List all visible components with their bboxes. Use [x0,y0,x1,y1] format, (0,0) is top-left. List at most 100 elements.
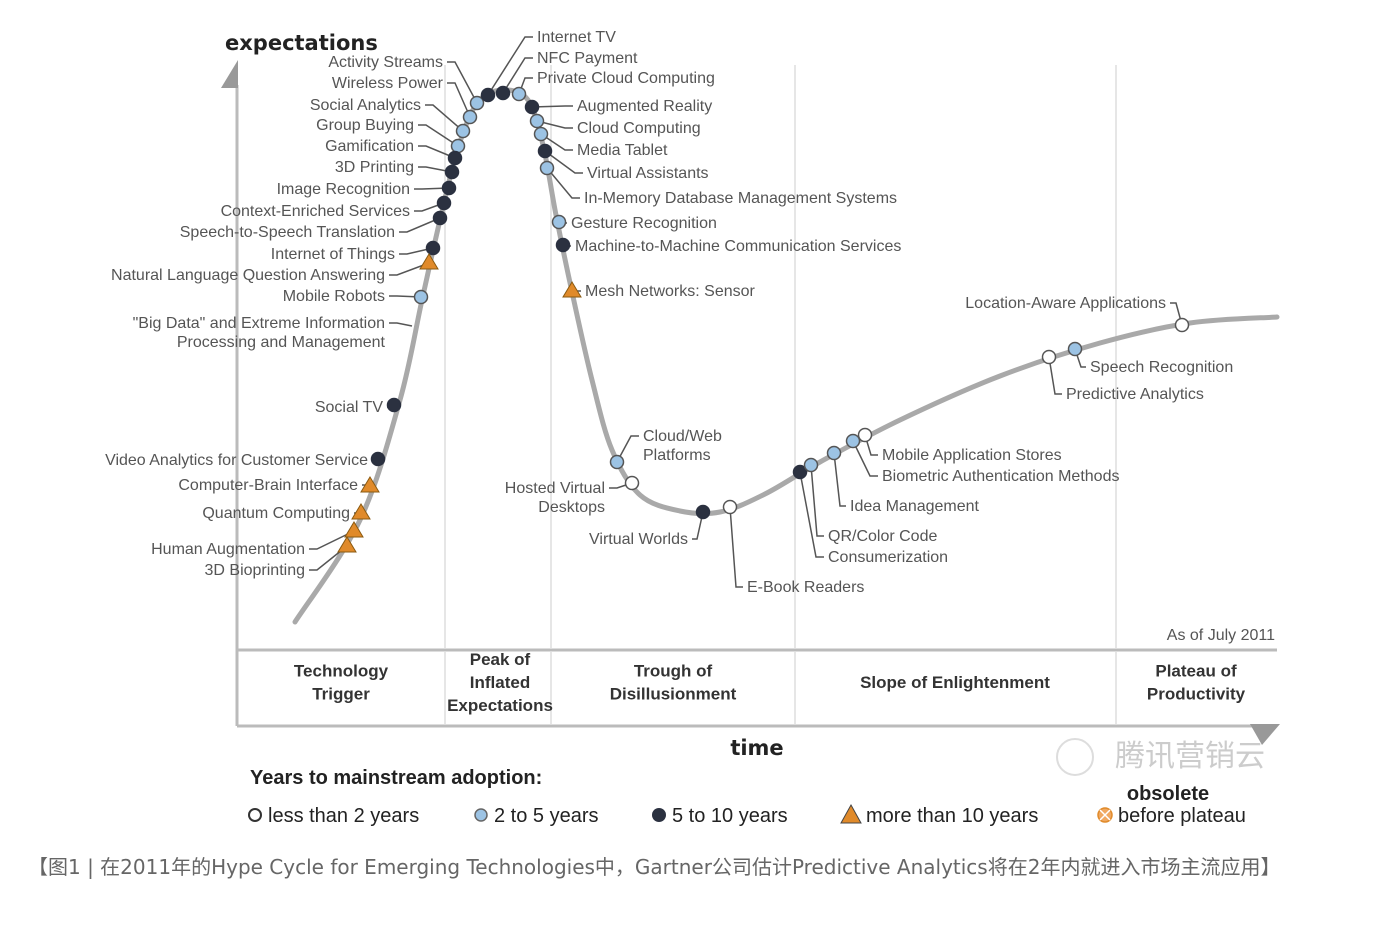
leader-line [1048,356,1062,395]
technology-label: In-Memory Database Management Systems [584,190,897,207]
technology-label: Activity Streams [328,54,443,71]
leader-line [544,150,583,174]
technology-label: Virtual Worlds [589,531,688,548]
technology-item: Speech Recognition [1067,341,1233,376]
technology-item: Mobile Application Stores [857,427,1062,464]
technology-label: Social TV [315,399,384,416]
light-circle-marker-icon [455,123,471,139]
technology-item: Group Buying [316,117,466,154]
leader-line [1170,302,1183,326]
technology-item: Context-Enriched Services [221,195,452,220]
technology-label: 3D Bioprinting [205,562,306,579]
legend-item-label: more than 10 years [866,805,1038,827]
legend-item-label: less than 2 years [268,805,419,827]
leader-line [309,530,355,550]
technology-item: Image Recognition [277,180,457,198]
leader-line [389,322,413,327]
technology-label: Video Analytics for Customer Service [105,452,368,469]
dark-circle-marker-icon [436,195,452,211]
leader-line [536,120,573,129]
leader-line [389,295,422,298]
technology-label: "Big Data" and Extreme Information [133,315,385,332]
hype-cycle-diagram: expectations time As of July 2011 Activity … [105,29,1280,827]
figure-caption: 【图1 | 在2011年的Hype Cycle for Emerging Tec… [28,855,1281,879]
technology-item: Consumerization [792,464,948,566]
technology-item: Virtual Assistants [537,143,709,182]
technology-item: Social Analytics [310,97,471,139]
phase-label: Trough of Disillusionment [610,662,737,704]
dark-circle-marker-icon [370,451,386,467]
x-axis-label: time [730,736,783,760]
technology-label: Machine-to-Machine Communication Service… [575,238,901,255]
leader-line [729,506,743,588]
technology-label: NFC Payment [537,50,638,67]
light-circle-marker-icon [529,113,545,129]
leader-line [389,262,430,276]
dark-circle-marker-icon [792,464,808,480]
dark-circle-marker-icon [425,240,441,256]
leader-line [447,61,478,104]
leader-line [502,57,533,94]
technology-label: Group Buying [316,117,414,134]
light-circle-marker-icon [826,445,842,461]
technology-item: Predictive Analytics [1041,349,1204,403]
technology-label: Internet of Things [271,246,395,263]
light-circle-marker-icon [413,289,429,305]
technology-label: Internet TV [537,29,616,46]
legend-item: before plateau [1097,805,1246,827]
technology-item: "Big Data" and Extreme Information Proces… [133,315,413,351]
phase-label-line: Trigger [312,685,370,704]
dark-circle-icon [652,808,666,822]
technology-item: Cloud Computing [529,113,701,137]
light-circle-marker-icon [450,138,466,154]
light-circle-icon [474,808,488,822]
technology-label: Media Tablet [577,142,668,159]
leader-line [418,124,459,147]
leader-line [414,187,450,190]
dark-circle-marker-icon [386,397,402,413]
technology-label: Human Augmentation [151,541,305,558]
technology-label: Speech Recognition [1090,359,1233,376]
leader-line [692,511,704,540]
leader-line [309,545,348,571]
legend-item-label: before plateau [1118,805,1246,827]
hype-curve [292,87,1280,625]
technology-item: Natural Language Question Answering [111,253,439,284]
y-axis-arrow-icon [221,60,238,88]
technology-item: Internet of Things [271,240,441,263]
light-circle-marker-icon [609,454,625,470]
watermark-logo-icon [1056,738,1094,776]
dark-circle-marker-icon [537,143,553,159]
technology-label: Wireless Power [332,75,444,92]
technology-item: Location-Aware Applications [965,295,1190,333]
white-circle-icon [248,808,262,822]
technology-label: Cloud/Web [643,428,722,445]
technology-label: Biometric Authentication Methods [882,468,1119,485]
white-circle-marker-icon [722,499,738,515]
leader-line [425,104,464,132]
technology-label: 3D Printing [335,159,414,176]
technology-item: Virtual Worlds [589,504,711,548]
technology-label: E-Book Readers [747,579,864,596]
leader-line [540,133,573,151]
white-circle-marker-icon [624,475,640,491]
technology-label: Gesture Recognition [571,215,717,232]
technology-label: Virtual Assistants [587,165,709,182]
technology-label: Predictive Analytics [1066,386,1204,403]
dark-circle-marker-icon [447,150,463,166]
technology-item: NFC Payment [495,50,638,101]
phase-label-line: Peak of [470,650,531,669]
technology-label: Mobile Application Stores [882,447,1062,464]
technology-item: Video Analytics for Customer Service [105,451,386,469]
light-circle-marker-icon [1067,341,1083,357]
technology-label: Mobile Robots [283,288,385,305]
phase-label-line: Inflated [470,673,530,692]
cross-icon [1099,809,1111,821]
light-circle-marker-icon [539,160,555,176]
technology-item: Mesh Networks: Sensor [562,281,756,300]
legend-item: more than 10 years [840,803,1038,827]
triangle-marker-icon [562,281,582,298]
light-circle-marker-icon [469,95,485,111]
technology-item: 3D Bioprinting [205,536,357,579]
technology-item: Gamification [325,138,463,166]
